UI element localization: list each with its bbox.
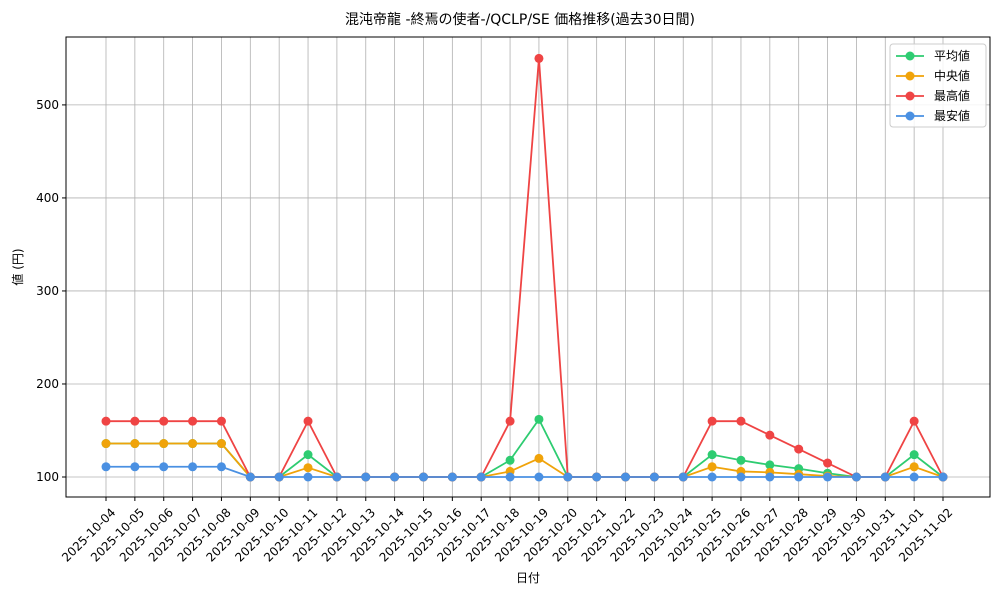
- point: [736, 416, 746, 426]
- series-line: [106, 465, 943, 478]
- point: [447, 472, 457, 482]
- point: [303, 463, 313, 473]
- point: [159, 416, 169, 426]
- point: [765, 430, 775, 440]
- point: [216, 462, 226, 472]
- point: [851, 472, 861, 482]
- point: [101, 462, 111, 472]
- point: [707, 416, 717, 426]
- y-tick-label: 300: [36, 284, 59, 298]
- point: [361, 472, 371, 482]
- point: [534, 414, 544, 424]
- legend-marker: [905, 71, 915, 81]
- point: [534, 453, 544, 463]
- point: [130, 439, 140, 449]
- point: [534, 472, 544, 482]
- point: [101, 416, 111, 426]
- point: [216, 439, 226, 449]
- point: [476, 472, 486, 482]
- point: [303, 472, 313, 482]
- point: [794, 444, 804, 454]
- point: [274, 472, 284, 482]
- y-axis-label: 値 (円): [10, 248, 25, 285]
- point: [188, 439, 198, 449]
- series-line: [106, 417, 944, 478]
- legend-label: 中央値: [934, 68, 970, 83]
- point: [909, 462, 919, 472]
- legend-label: 最高値: [934, 88, 970, 103]
- point: [707, 462, 717, 472]
- point: [938, 472, 948, 482]
- point: [765, 472, 775, 482]
- legend-marker: [905, 51, 915, 61]
- point: [130, 462, 140, 472]
- legend-label: 平均値: [934, 48, 970, 63]
- point: [505, 472, 515, 482]
- x-axis-label: 日付: [516, 571, 540, 585]
- point: [823, 472, 833, 482]
- y-tick-label: 100: [36, 470, 59, 484]
- chart-title: 混沌帝龍 -終焉の使者-/QCLP/SE 価格推移(過去30日間): [345, 11, 695, 28]
- point: [736, 455, 746, 465]
- y-tick-label: 400: [36, 191, 59, 205]
- plot-frame: [65, 36, 991, 498]
- point: [418, 472, 428, 482]
- y-tick-label: 200: [36, 377, 59, 391]
- point: [390, 472, 400, 482]
- point: [245, 472, 255, 482]
- point: [909, 416, 919, 426]
- point: [707, 472, 717, 482]
- point: [216, 416, 226, 426]
- point: [505, 416, 515, 426]
- point: [534, 53, 544, 63]
- point: [505, 455, 515, 465]
- point: [303, 450, 313, 460]
- point: [188, 462, 198, 472]
- point: [592, 472, 602, 482]
- legend-box: [889, 43, 987, 128]
- point: [678, 472, 688, 482]
- legend-marker: [905, 91, 915, 101]
- point: [130, 416, 140, 426]
- point: [707, 450, 717, 460]
- point: [794, 472, 804, 482]
- y-tick-label: 500: [36, 98, 59, 112]
- point: [188, 416, 198, 426]
- point: [909, 450, 919, 460]
- point: [159, 462, 169, 472]
- point: [303, 416, 313, 426]
- legend-label: 最安値: [934, 108, 970, 123]
- point: [621, 472, 631, 482]
- point: [909, 472, 919, 482]
- legend-marker: [905, 111, 915, 121]
- point: [649, 472, 659, 482]
- series-line: [106, 58, 944, 478]
- point: [332, 472, 342, 482]
- point: [736, 472, 746, 482]
- point: [563, 472, 573, 482]
- point: [880, 472, 890, 482]
- point: [159, 439, 169, 449]
- point: [823, 458, 833, 468]
- point: [765, 460, 775, 470]
- point: [101, 439, 111, 449]
- series-line: [106, 442, 944, 478]
